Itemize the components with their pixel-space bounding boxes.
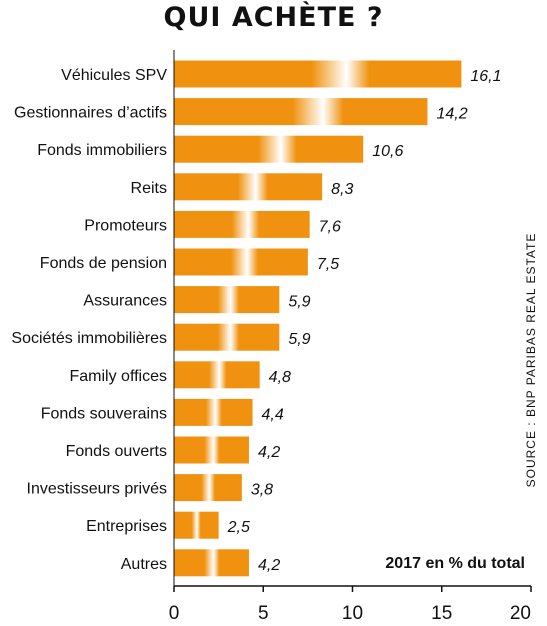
- category-label: Fonds souverains: [41, 405, 167, 422]
- chart-title: QUI ACHÈTE ?: [163, 2, 384, 33]
- bars-layer: Véhicules SPV 16,1 Gestionnaires d’actifs 1…: [11, 60, 502, 577]
- value-label: 7,6: [319, 218, 341, 235]
- value-label: 4,4: [262, 406, 284, 423]
- source-note: SOURCE : BNP PARIBAS REAL ESTATE: [524, 232, 538, 488]
- value-label: 5,9: [288, 331, 310, 348]
- category-label: Reits: [131, 180, 167, 197]
- bar: [174, 361, 260, 389]
- value-label: 16,1: [470, 68, 501, 85]
- x-tick-label: 20: [510, 603, 531, 624]
- x-tick-label: 10: [342, 603, 363, 624]
- bar: [174, 474, 242, 502]
- category-label: Fonds de pension: [40, 255, 167, 272]
- x-tick-label: 5: [258, 603, 269, 624]
- x-axis: 0 5 10 15 20: [169, 50, 532, 624]
- value-label: 4,2: [258, 444, 280, 461]
- x-tick-label: 0: [169, 603, 180, 624]
- bar: [174, 436, 249, 464]
- value-label: 5,9: [288, 294, 310, 311]
- bar: [174, 248, 308, 276]
- category-label: Promoteurs: [84, 217, 167, 234]
- bar: [174, 135, 364, 163]
- category-label: Fonds immobiliers: [37, 142, 167, 159]
- category-label: Fonds ouverts: [66, 443, 167, 460]
- bar: [174, 398, 253, 426]
- category-label: Véhicules SPV: [61, 67, 167, 84]
- category-label: Family offices: [69, 368, 167, 385]
- value-label: 3,8: [251, 482, 273, 499]
- category-label: Sociétés immobilières: [11, 330, 167, 347]
- category-label: Autres: [121, 556, 167, 573]
- value-label: 8,3: [331, 181, 353, 198]
- bar: [174, 98, 428, 126]
- value-label: 7,5: [317, 256, 339, 273]
- category-label: Gestionnaires d’actifs: [14, 105, 167, 122]
- bar: [174, 173, 323, 201]
- bar: [174, 549, 249, 577]
- bar: [174, 511, 219, 539]
- category-label: Entreprises: [86, 518, 167, 535]
- bar: [174, 286, 280, 314]
- bar: [174, 60, 462, 88]
- x-tick-label: 15: [431, 603, 452, 624]
- value-label: 4,2: [258, 557, 280, 574]
- bar: [174, 323, 280, 351]
- category-label: Assurances: [83, 293, 167, 310]
- value-label: 14,2: [436, 106, 467, 123]
- value-label: 2,5: [227, 519, 250, 536]
- category-label: Investisseurs privés: [27, 481, 168, 498]
- bar: [174, 210, 310, 238]
- value-label: 4,8: [269, 369, 291, 386]
- unit-note: 2017 en % du total: [385, 555, 525, 572]
- value-label: 10,6: [372, 143, 403, 160]
